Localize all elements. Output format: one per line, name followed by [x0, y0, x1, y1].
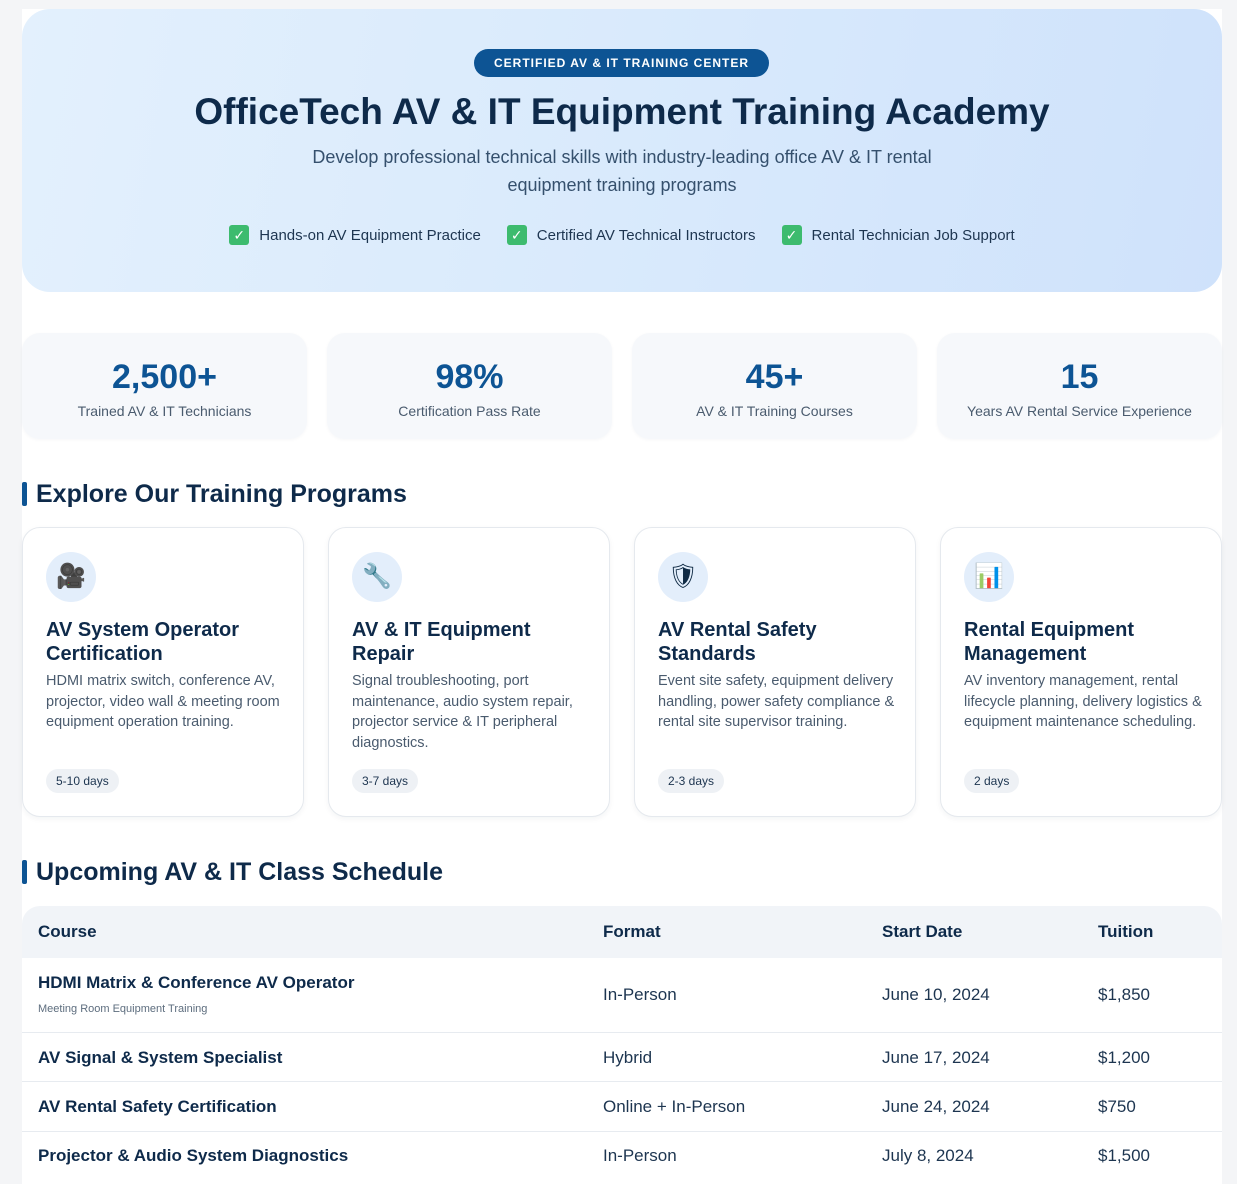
page-title: OfficeTech AV & IT Equipment Training Ac…	[194, 91, 1050, 132]
stat-card: 2,500+ Trained AV & IT Technicians	[22, 333, 307, 439]
program-description: Signal troubleshooting, port maintenance…	[352, 673, 573, 751]
course-subtitle: Meeting Room Equipment Training	[38, 1003, 208, 1015]
stat-value: 98%	[435, 358, 504, 396]
column-header-start-date: Start Date	[882, 922, 963, 941]
course-name: Projector & Audio System Diagnostics	[38, 1146, 349, 1165]
feature-label: Certified AV Technical Instructors	[536, 226, 756, 244]
stat-label: Trained AV & IT Technicians	[77, 403, 252, 419]
stat-label: Years AV Rental Service Experience	[967, 403, 1192, 419]
programs-grid: 🎥 AV System Operator Certification HDMI …	[22, 527, 1222, 817]
program-card[interactable]: 📊 Rental Equipment Management AV invento…	[940, 527, 1222, 817]
stat-card: 98% Certification Pass Rate	[327, 333, 612, 439]
stat-value: 2,500+	[112, 358, 217, 396]
bar-chart-icon: 📊	[964, 552, 1014, 602]
course-format: In-Person	[603, 985, 677, 1004]
course-start-date: July 8, 2024	[882, 1146, 974, 1165]
course-name: HDMI Matrix & Conference AV Operator	[38, 973, 355, 992]
stats-row: 2,500+ Trained AV & IT Technicians 98% C…	[22, 333, 1222, 439]
feature-label: Hands-on AV Equipment Practice	[259, 226, 481, 244]
course-start-date: June 24, 2024	[882, 1097, 990, 1116]
table-row[interactable]: AV Signal & System Specialist Hybrid Jun…	[22, 1033, 1222, 1082]
table-row[interactable]: AV Rental Safety Certification Online + …	[22, 1082, 1222, 1132]
table-row[interactable]: Projector & Audio System Diagnostics In-…	[22, 1132, 1222, 1180]
check-icon: ✓	[781, 225, 802, 245]
course-start-date: June 17, 2024	[882, 1048, 990, 1067]
table-row[interactable]: HDMI Matrix & Conference AV Operator Mee…	[22, 958, 1222, 1033]
duration-badge: 5-10 days	[46, 769, 119, 793]
program-title: AV System Operator Certification	[46, 619, 240, 665]
check-icon: ✓	[506, 225, 527, 245]
course-tuition: $1,200	[1098, 1048, 1150, 1067]
course-format: In-Person	[603, 1146, 677, 1165]
schedule-table: Course Format Start Date Tuition HDMI Ma…	[22, 906, 1222, 1180]
page: CERTIFIED AV & IT TRAINING CENTER Office…	[22, 9, 1222, 1184]
course-format: Hybrid	[603, 1048, 653, 1067]
shield-icon: 🛡	[658, 552, 708, 602]
column-header-course: Course	[38, 922, 97, 941]
stat-label: Certification Pass Rate	[398, 403, 541, 419]
program-title: AV & IT Equipment Repair	[352, 619, 531, 665]
program-title: AV Rental Safety Standards	[658, 619, 817, 665]
feature-item: ✓ Hands-on AV Equipment Practice	[229, 225, 481, 245]
course-start-date: June 10, 2024	[882, 985, 990, 1004]
feature-item: ✓ Rental Technician Job Support	[781, 225, 1015, 245]
schedule-heading: Upcoming AV & IT Class Schedule	[22, 857, 1222, 887]
duration-badge: 2-3 days	[658, 769, 725, 793]
course-format: Online + In-Person	[603, 1097, 746, 1116]
feature-item: ✓ Certified AV Technical Instructors	[506, 225, 756, 245]
check-icon: ✓	[229, 225, 250, 245]
feature-label: Rental Technician Job Support	[811, 226, 1015, 244]
hero-banner: CERTIFIED AV & IT TRAINING CENTER Office…	[22, 9, 1222, 292]
table-header: Course Format Start Date Tuition	[22, 906, 1222, 958]
column-header-format: Format	[603, 922, 661, 941]
stat-value: 15	[1060, 358, 1099, 396]
stat-value: 45+	[745, 358, 804, 396]
program-card[interactable]: 🛡 AV Rental Safety Standards Event site …	[634, 527, 916, 817]
duration-badge: 2 days	[964, 769, 1020, 793]
programs-heading: Explore Our Training Programs	[22, 479, 1222, 509]
duration-badge: 3-7 days	[352, 769, 419, 793]
hero-subtitle: Develop professional technical skills wi…	[312, 147, 932, 195]
course-tuition: $750	[1098, 1097, 1136, 1116]
feature-list: ✓ Hands-on AV Equipment Practice ✓ Certi…	[22, 225, 1222, 245]
stat-label: AV & IT Training Courses	[696, 403, 853, 419]
stat-card: 15 Years AV Rental Service Experience	[937, 333, 1222, 439]
video-camera-icon: 🎥	[46, 552, 96, 602]
program-title: Rental Equipment Management	[964, 619, 1135, 665]
course-name: AV Signal & System Specialist	[38, 1048, 283, 1067]
program-description: AV inventory management, rental lifecycl…	[964, 673, 1202, 730]
program-card[interactable]: 🔧 AV & IT Equipment Repair Signal troubl…	[328, 527, 610, 817]
wrench-icon: 🔧	[352, 552, 402, 602]
column-header-tuition: Tuition	[1098, 922, 1154, 941]
course-tuition: $1,500	[1098, 1146, 1150, 1165]
stat-card: 45+ AV & IT Training Courses	[632, 333, 917, 439]
course-tuition: $1,850	[1098, 985, 1150, 1004]
program-card[interactable]: 🎥 AV System Operator Certification HDMI …	[22, 527, 304, 817]
program-description: HDMI matrix switch, conference AV, proje…	[46, 673, 280, 730]
program-description: Event site safety, equipment delivery ha…	[658, 673, 895, 730]
course-name: AV Rental Safety Certification	[38, 1097, 277, 1116]
certified-badge: CERTIFIED AV & IT TRAINING CENTER	[474, 49, 769, 77]
